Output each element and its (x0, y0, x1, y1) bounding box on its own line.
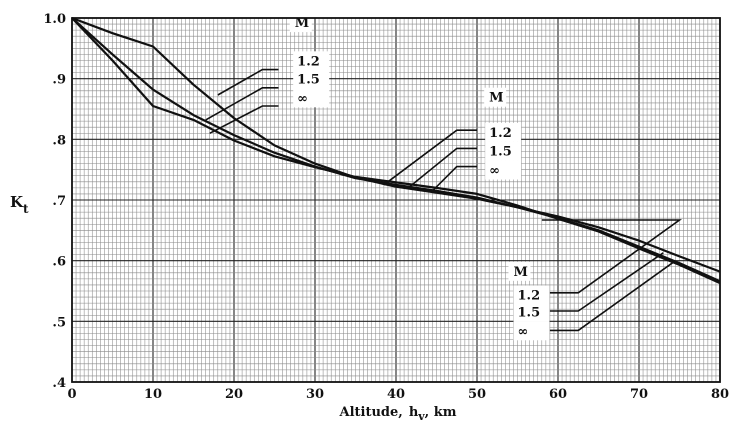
mach-value-bg (293, 69, 330, 89)
x-axis-title: Altitude, hv, km (339, 405, 457, 423)
y-tick-label: .5 (52, 315, 66, 330)
x-tick-label: 20 (225, 387, 243, 402)
leader-line-1.5 (549, 252, 664, 312)
mach-value-label: 1.2 (489, 126, 512, 141)
leader-line-∞ (431, 165, 477, 192)
y-tick-label: 1.0 (43, 12, 66, 27)
series-lines (71, 16, 721, 285)
y-tick-label: .6 (52, 255, 66, 270)
y-tick-label: .9 (52, 73, 66, 88)
mach-header-label: M (513, 265, 527, 280)
mach-value-bg (293, 51, 330, 71)
mach-value-label: 1.2 (297, 54, 320, 69)
x-tick-label: 10 (144, 387, 162, 402)
mach-header-bg (484, 87, 507, 107)
mach-value-bg (513, 321, 550, 341)
series-line-mach-∞ (71, 17, 721, 285)
series-line-mach-1.5 (71, 17, 721, 283)
grid (71, 17, 721, 383)
mach-value-label: 1.5 (297, 73, 320, 88)
x-tick-label: 30 (306, 387, 324, 402)
x-tick-label: 70 (630, 387, 648, 402)
mach-value-label: ∞ (489, 164, 500, 179)
mach-header-label: M (295, 16, 309, 31)
leader-line-1.2 (541, 219, 682, 294)
mach-header-label: M (489, 91, 503, 106)
mach-value-bg (485, 160, 522, 180)
mach-value-label: 1.5 (518, 305, 541, 320)
y-axis-symbol: K (10, 193, 24, 211)
y-tick-label: .8 (52, 133, 66, 148)
leader-line-∞ (549, 260, 676, 332)
mach-value-label: ∞ (297, 91, 308, 106)
mach-value-bg (513, 285, 550, 305)
series-line-mach-1.2 (71, 16, 721, 273)
x-axis-unit: , km (425, 405, 457, 420)
x-axis-symbol: h (409, 405, 419, 420)
mach-value-bg (485, 141, 522, 161)
leader-line-1.2 (217, 68, 279, 96)
x-tick-label: 50 (468, 387, 486, 402)
mach-value-bg (485, 122, 522, 142)
leader-line-∞ (209, 105, 279, 135)
x-tick-label: 80 (711, 387, 729, 402)
tick-labels: 0 10 20 30 40 50 60 70 80 .4 .5 .6 .7 .8 .9 1.0 (43, 12, 729, 402)
plot-frame (71, 17, 721, 383)
x-tick-label: 60 (549, 387, 567, 402)
y-tick-label: .7 (52, 194, 66, 209)
y-axis-subscript: t (23, 202, 29, 216)
mach-annotation-group-2: M 1.2 1.5 ∞ (383, 87, 522, 192)
mach-value-label: 1.2 (518, 288, 541, 303)
mach-value-bg (293, 88, 330, 108)
y-tick-label: .4 (52, 376, 66, 391)
x-axis-subscript: v (417, 410, 425, 423)
x-tick-label: 40 (387, 387, 405, 402)
leader-line-1.2 (383, 129, 477, 186)
x-tick-label: 0 (67, 387, 76, 402)
mach-annotations: M 1.2 1.5 ∞ M 1.2 1.5 ∞ M 1.2 1.5 ∞ (205, 13, 682, 341)
mach-value-label: 1.5 (489, 145, 512, 160)
leader-line-1.5 (407, 147, 477, 189)
mach-value-bg (513, 302, 550, 322)
mach-header-bg (508, 261, 531, 281)
leader-line-1.5 (205, 87, 279, 121)
mach-value-label: ∞ (518, 324, 529, 339)
x-axis-label: Altitude, (339, 405, 403, 420)
y-axis-title: Kt (10, 193, 29, 216)
mach-annotation-group-3: M 1.2 1.5 ∞ (508, 219, 682, 341)
